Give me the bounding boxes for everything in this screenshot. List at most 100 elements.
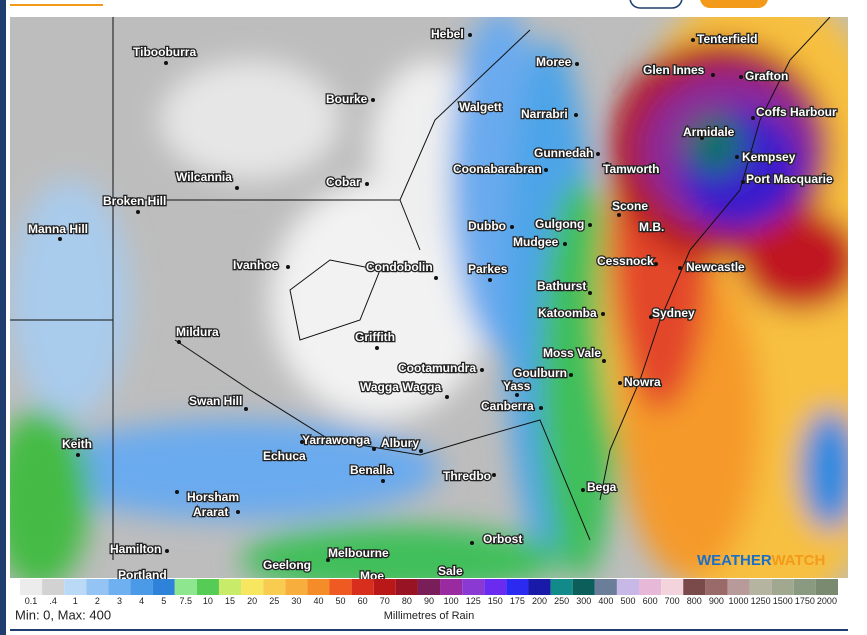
city-label: Moss Vale [543,346,601,360]
city-dot [488,278,492,282]
city-dot [76,453,80,457]
city-label: Glen Innes [643,63,705,77]
city-label: Canberra [481,399,534,413]
city-dot [539,406,543,410]
legend-swatch [771,579,794,595]
range-text: Min: 0, Max: 400 [15,607,111,622]
legend-swatch [108,579,131,595]
city-label: Nowra [624,375,661,389]
city-dot [569,373,573,377]
city-dot [326,558,330,562]
legend-label: 80 [402,596,412,606]
legend-swatch [484,579,507,595]
city-dot [58,237,62,241]
city-label: Hebel [431,27,464,41]
legend-swatch [329,579,352,595]
legend-swatch [241,579,264,595]
legend-swatch [683,579,706,595]
city-label: Tamworth [603,162,659,176]
city-dot [286,265,290,269]
legend-swatch [130,579,153,595]
city-label: Armidale [683,125,735,139]
legend-swatch [395,579,418,595]
legend-swatch [263,579,286,595]
legend-swatch [727,579,750,595]
legend-swatch [440,579,463,595]
city-label: Newcastle [686,260,745,274]
legend-title: Millimetres of Rain [384,610,474,622]
city-dot [164,61,168,65]
legend-label: 5 [161,596,166,606]
city-label: Tenterfield [697,32,757,46]
city-label: Tibooburra [133,45,196,59]
legend-swatch [307,579,330,595]
legend-swatch [594,579,617,595]
legend-swatch [196,579,219,595]
legend-label: 1500 [773,596,793,606]
legend-label: 3 [117,596,122,606]
city-dot [618,381,622,385]
city-dot [601,312,605,316]
city-label: Gunnedah [534,146,593,160]
legend-swatch [572,579,595,595]
logo-part: WATCH [771,552,825,569]
legend-label: .4 [49,596,57,606]
city-label: Narrabri [521,107,568,121]
logo-part: WEATHER [697,552,772,569]
legend-label: 70 [380,596,390,606]
legend-label: 600 [643,596,658,606]
city-dot [751,116,755,120]
city-label: Keith [62,437,92,451]
city-dot [480,368,484,372]
legend-swatch [218,579,242,595]
city-dot [574,113,578,117]
city-dot [177,340,181,344]
legend-label: 1 [73,596,78,606]
legend-label: 90 [424,596,434,606]
city-label: Wilcannia [176,170,232,184]
legend-label: 60 [358,596,368,606]
header-button[interactable] [700,0,768,8]
city-dot [381,479,385,483]
city-label: Mudgee [513,235,559,249]
city-label: Bathurst [537,279,586,293]
city-dot [419,449,423,453]
city-dot [581,488,585,492]
city-dot [739,75,743,79]
city-label: Albury [381,436,419,450]
city-dot [654,262,658,266]
legend-swatch [351,579,374,595]
city-dot [445,395,449,399]
city-label: M.B. [639,220,664,234]
legend-label: 800 [687,596,702,606]
city-label: Port Macquarie [746,172,833,186]
legend-label: 10 [203,596,213,606]
city-dot [691,38,695,42]
city-label: Echuca [263,449,306,463]
city-label: Mildura [176,325,219,339]
legend-label: 500 [620,596,635,606]
city-dot [711,73,715,77]
header-button[interactable] [629,0,683,9]
city-label: Coffs Harbour [756,105,837,119]
city-label: Yass [503,379,531,393]
city-label: Bega [587,480,617,494]
city-label: Parkes [468,262,508,276]
legend-label: 30 [291,596,301,606]
city-label: Swan Hill [189,394,242,408]
legend-swatch [152,579,175,595]
legend-label: 900 [709,596,724,606]
legend-label: 175 [510,596,525,606]
legend-swatch [20,579,43,595]
city-dot [588,291,592,295]
legend-label: 400 [598,596,613,606]
legend-swatch [528,579,551,595]
city-dot [434,276,438,280]
city-dot [492,473,496,477]
city-dot [741,180,745,184]
city-dot [602,359,606,363]
city-dot [596,152,600,156]
legend-swatch [550,579,573,595]
city-dot [458,107,462,111]
